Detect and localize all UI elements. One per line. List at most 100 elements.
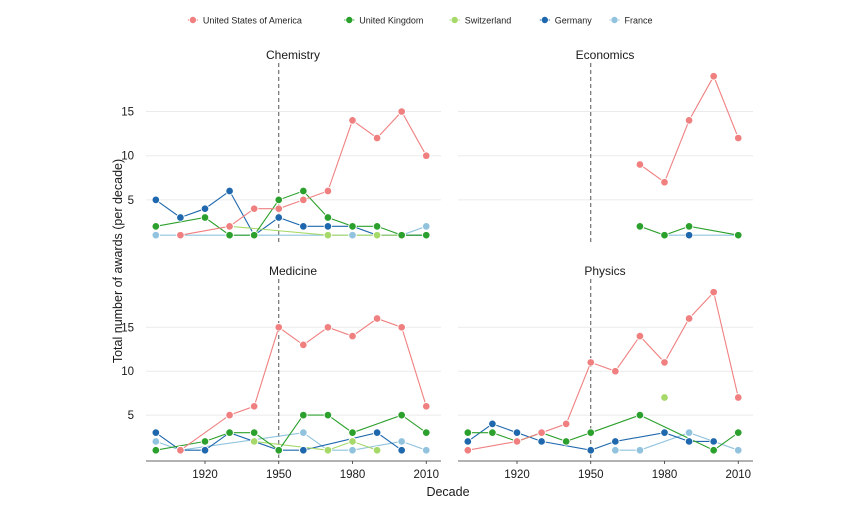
- data-point-physics-united-states-of-america-1950: [586, 358, 596, 367]
- data-point-physics-germany-1900: [463, 437, 473, 446]
- data-point-physics-united-kingdom-1940: [561, 437, 571, 446]
- data-point-medicine-switzerland-1990: [372, 445, 382, 455]
- data-point-chemistry-germany-1910: [176, 213, 185, 222]
- data-point-medicine-united-states-of-america-1950: [274, 323, 284, 332]
- legend-marker-united-states-of-america: [188, 15, 197, 24]
- data-point-physics-united-kingdom-2010: [734, 428, 743, 437]
- data-point-physics-united-states-of-america-1930: [537, 428, 546, 437]
- data-point-economics-germany-1990: [684, 230, 694, 240]
- data-point-medicine-germany-1990: [372, 428, 382, 437]
- data-point-chemistry-france-2010: [422, 222, 431, 231]
- legend-label-switzerland: Switzerland: [465, 16, 512, 26]
- x-tick-label-physics-1980: 1980: [652, 469, 678, 481]
- series-line-medicine-united-kingdom: [155, 414, 427, 451]
- data-point-medicine-united-kingdom-1920: [200, 437, 210, 446]
- data-point-chemistry-germany-1920: [200, 204, 210, 213]
- data-point-medicine-united-states-of-america-1960: [299, 340, 308, 350]
- data-point-physics-united-states-of-america-1980: [660, 358, 669, 367]
- data-point-medicine-united-kingdom-1970: [323, 410, 333, 420]
- data-point-physics-france-1970: [635, 445, 645, 455]
- data-point-chemistry-united-kingdom-1930: [225, 230, 234, 240]
- x-tick-label-medicine-1920: 1920: [192, 469, 218, 481]
- data-point-chemistry-france-1980: [348, 230, 357, 240]
- series-line-chemistry-france: [155, 225, 427, 236]
- data-point-physics-switzerland-1980: [660, 393, 669, 402]
- data-point-medicine-united-states-of-america-1910: [176, 445, 185, 455]
- data-point-physics-united-states-of-america-1970: [635, 331, 645, 341]
- data-point-chemistry-united-states-of-america-1950: [274, 204, 284, 213]
- data-point-chemistry-united-kingdom-1980: [348, 222, 357, 231]
- data-point-medicine-switzerland-1970: [323, 445, 333, 455]
- data-point-physics-united-kingdom-1970: [635, 410, 645, 420]
- data-point-physics-united-states-of-america-2000: [709, 287, 718, 297]
- data-point-chemistry-germany-1930: [225, 186, 234, 196]
- data-point-physics-germany-1980: [660, 428, 669, 437]
- x-tick-label-medicine-1980: 1980: [340, 469, 366, 481]
- y-tick-label-chemistry-10: 10: [121, 151, 134, 163]
- data-point-chemistry-united-states-of-america-1970: [323, 186, 333, 196]
- data-point-medicine-germany-1920: [200, 445, 210, 455]
- data-point-economics-united-states-of-america-1970: [635, 160, 645, 169]
- series-line-chemistry-united-kingdom: [155, 190, 427, 236]
- data-point-chemistry-germany-1950: [274, 213, 284, 222]
- data-point-chemistry-united-kingdom-1960: [299, 186, 308, 196]
- data-point-medicine-switzerland-1940: [249, 437, 259, 446]
- data-point-chemistry-united-kingdom-1940: [249, 230, 259, 240]
- data-point-medicine-united-kingdom-2000: [397, 410, 406, 420]
- data-point-economics-united-states-of-america-1990: [684, 116, 694, 125]
- y-tick-label-medicine-15: 15: [121, 322, 134, 334]
- data-point-physics-france-1990: [684, 428, 694, 437]
- legend-label-united-states-of-america: United States of America: [203, 16, 302, 26]
- data-point-economics-united-kingdom-1980: [660, 230, 669, 240]
- data-point-physics-united-kingdom-1910: [488, 428, 497, 437]
- series-line-chemistry-germany: [155, 190, 427, 237]
- panel-title-chemistry: Chemistry: [266, 48, 320, 62]
- series-line-physics-france: [615, 432, 739, 451]
- data-point-economics-united-kingdom-2010: [734, 230, 743, 240]
- data-point-chemistry-united-states-of-america-2000: [397, 107, 406, 116]
- data-point-chemistry-united-states-of-america-1980: [348, 116, 357, 125]
- data-point-medicine-united-states-of-america-1940: [249, 402, 259, 411]
- data-point-medicine-france-2010: [422, 445, 431, 455]
- data-point-medicine-united-states-of-america-2000: [397, 323, 406, 332]
- data-point-chemistry-united-kingdom-1970: [323, 213, 333, 222]
- data-point-medicine-united-kingdom-1900: [151, 445, 161, 455]
- data-point-medicine-germany-1960: [299, 445, 308, 455]
- data-point-physics-united-states-of-america-1990: [684, 314, 694, 323]
- series-line-medicine-france: [155, 432, 427, 451]
- data-point-chemistry-france-1900: [151, 230, 161, 240]
- data-point-chemistry-united-kingdom-1900: [151, 222, 161, 231]
- data-point-chemistry-united-kingdom-2000: [397, 230, 406, 240]
- x-tick-label-physics-1920: 1920: [504, 469, 530, 481]
- data-point-physics-united-states-of-america-1920: [512, 437, 522, 446]
- x-tick-label-medicine-1950: 1950: [266, 469, 292, 481]
- data-point-medicine-united-states-of-america-1990: [372, 314, 382, 323]
- data-point-medicine-united-kingdom-2010: [422, 428, 431, 437]
- series-line-physics-united-kingdom: [467, 414, 739, 451]
- series-line-chemistry-united-states-of-america: [180, 110, 427, 236]
- data-point-physics-france-2010: [734, 445, 743, 455]
- data-point-medicine-france-1960: [299, 428, 308, 437]
- data-point-chemistry-germany-1900: [151, 195, 161, 205]
- panel-title-economics: Economics: [576, 48, 635, 62]
- y-tick-label-chemistry-5: 5: [128, 195, 134, 207]
- legend-marker-france: [610, 15, 619, 24]
- data-point-chemistry-united-kingdom-1920: [200, 213, 210, 222]
- data-point-medicine-france-2000: [397, 437, 406, 446]
- data-point-economics-united-kingdom-1990: [684, 222, 694, 231]
- data-point-physics-germany-1920: [512, 428, 522, 437]
- data-point-physics-united-states-of-america-2010: [734, 393, 743, 402]
- data-point-economics-united-states-of-america-1980: [660, 177, 669, 187]
- data-point-chemistry-united-states-of-america-2010: [422, 151, 431, 160]
- series-line-economics-united-states-of-america: [639, 74, 739, 184]
- legend-label-united-kingdom: United Kingdom: [359, 16, 423, 26]
- panel-title-physics: Physics: [584, 264, 625, 278]
- data-point-physics-united-kingdom-2000: [709, 445, 718, 455]
- legend-marker-united-kingdom: [345, 15, 354, 24]
- data-point-economics-united-kingdom-1970: [635, 222, 645, 231]
- data-point-medicine-united-states-of-america-2010: [422, 402, 431, 411]
- y-tick-label-medicine-5: 5: [128, 410, 134, 422]
- data-point-physics-germany-2000: [709, 437, 718, 446]
- series-line-medicine-united-states-of-america: [180, 317, 427, 451]
